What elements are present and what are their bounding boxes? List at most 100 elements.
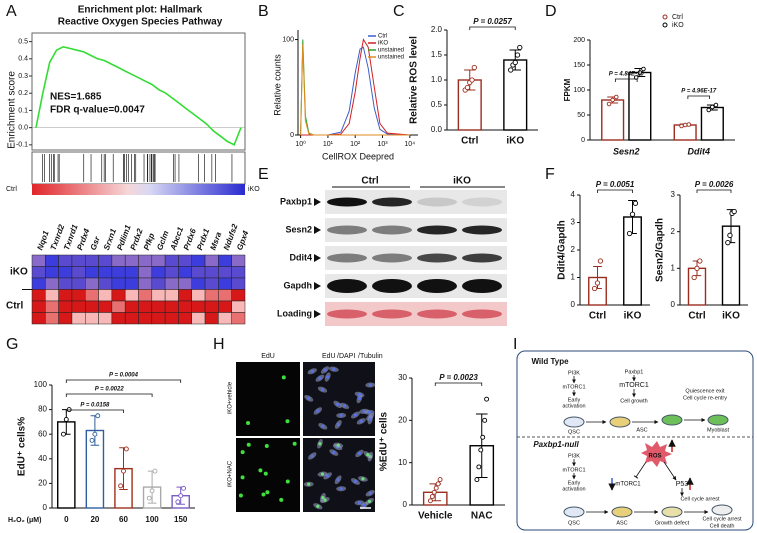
band bbox=[417, 197, 457, 207]
bar bbox=[628, 71, 652, 141]
heatmap-cell bbox=[151, 277, 166, 290]
edu-nucleus bbox=[246, 442, 251, 447]
nucleus bbox=[357, 396, 362, 401]
nucleus bbox=[318, 376, 322, 380]
data-point bbox=[512, 59, 518, 66]
heatmap-cell bbox=[218, 312, 232, 325]
x-tick-label: Ddit4 bbox=[688, 146, 711, 156]
heatmap-cell bbox=[124, 277, 139, 290]
heatmap-cell bbox=[218, 289, 232, 302]
nucleus bbox=[368, 383, 372, 387]
heatmap-cell bbox=[45, 254, 59, 267]
heatmap-cell bbox=[31, 266, 46, 279]
y-tick-label: 0 bbox=[290, 132, 294, 139]
heatmap-cell bbox=[98, 266, 113, 279]
data-point bbox=[691, 274, 697, 281]
heatmap-cell bbox=[58, 277, 73, 290]
nucleus bbox=[339, 487, 343, 491]
legend-marker bbox=[662, 22, 668, 28]
diagram-frame bbox=[516, 350, 754, 531]
edu-nucleus bbox=[264, 444, 269, 449]
y-axis-label: %EdU⁺ cells bbox=[379, 411, 390, 471]
heatmap-cell bbox=[85, 312, 99, 325]
y-tick-label: 0 bbox=[571, 300, 576, 309]
edu-nucleus bbox=[246, 420, 251, 425]
x-tick-label: 100 bbox=[145, 515, 159, 524]
x-tick-label: iKO bbox=[722, 311, 740, 322]
cell bbox=[563, 506, 585, 518]
nucleus bbox=[357, 392, 362, 397]
diagram-text: mTORC1 bbox=[615, 482, 641, 488]
heatmap-cell bbox=[218, 300, 232, 313]
data-point bbox=[482, 417, 488, 423]
diagram-text: QSC bbox=[568, 520, 580, 526]
nucleus bbox=[316, 504, 320, 508]
heatmap-cell bbox=[178, 277, 192, 290]
data-point bbox=[431, 489, 437, 495]
band bbox=[417, 225, 457, 235]
heatmap-cell bbox=[138, 254, 153, 267]
band-label: Loading bbox=[277, 308, 312, 318]
y-tick-label: 150 bbox=[573, 62, 585, 69]
heatmap-cell bbox=[124, 254, 139, 267]
y-tick-label: 0 bbox=[581, 137, 585, 144]
data-point bbox=[641, 66, 646, 72]
data-point bbox=[710, 104, 715, 110]
band bbox=[462, 279, 502, 293]
edu-nucleus bbox=[240, 475, 245, 480]
y-tick-label: 0.4 bbox=[18, 56, 28, 63]
group-label: Ctrl bbox=[6, 186, 17, 193]
legend-marker bbox=[662, 14, 668, 20]
heatmap-cell bbox=[45, 289, 59, 302]
data-point bbox=[435, 481, 441, 487]
nucleus bbox=[353, 479, 358, 484]
data-point bbox=[706, 107, 711, 113]
x-tick-label: 10³ bbox=[377, 141, 388, 148]
nucleus bbox=[307, 482, 311, 486]
data-point bbox=[484, 396, 490, 402]
heatmap-cell bbox=[111, 266, 126, 279]
heatmap-cell bbox=[111, 254, 126, 267]
heatmap-cell bbox=[71, 300, 86, 313]
band bbox=[417, 279, 457, 293]
heatmap-cell bbox=[111, 289, 126, 302]
band bbox=[372, 197, 412, 207]
heatmap-cell bbox=[138, 277, 153, 290]
data-point bbox=[429, 494, 435, 499]
plot-frame bbox=[31, 32, 246, 151]
edu-nucleus bbox=[281, 375, 286, 380]
x-tick-label: 10⁴ bbox=[404, 141, 415, 148]
panel-label: C bbox=[393, 3, 405, 20]
heatmap-cell bbox=[98, 254, 113, 267]
heatmap-cell bbox=[85, 266, 99, 279]
data-point bbox=[118, 483, 124, 489]
significance-bracket bbox=[65, 409, 124, 413]
band bbox=[462, 253, 502, 263]
heatmap-cell bbox=[231, 277, 246, 290]
nucleus bbox=[326, 474, 330, 478]
heatmap-cell bbox=[151, 312, 166, 325]
heatmap-cell bbox=[71, 277, 86, 290]
heatmap-cell bbox=[31, 254, 46, 267]
legend-label: iKO bbox=[672, 22, 684, 29]
diagram-text: Cell cycle arrest bbox=[680, 496, 720, 502]
channel-label: /DAPI bbox=[337, 353, 355, 360]
heatmap-cell bbox=[31, 289, 46, 302]
data-point bbox=[474, 477, 480, 483]
edu-nucleus bbox=[263, 471, 268, 476]
y-tick-label: 10 bbox=[398, 458, 407, 467]
band bbox=[462, 225, 502, 235]
heatmap-cell bbox=[164, 277, 179, 290]
heatmap-cell bbox=[138, 289, 153, 302]
legend-label: Ctrl bbox=[672, 14, 683, 21]
heatmap-cell bbox=[178, 266, 192, 279]
data-point bbox=[471, 64, 477, 71]
heatmap-cell bbox=[45, 300, 59, 313]
nucleus bbox=[310, 369, 314, 373]
band bbox=[462, 197, 502, 207]
channel-label: EdU bbox=[322, 353, 336, 360]
nucleus bbox=[339, 413, 343, 418]
p-value: P = 0.0004 bbox=[109, 373, 139, 379]
cell bbox=[611, 506, 633, 518]
y-axis-label: Enrichment score bbox=[7, 71, 18, 149]
